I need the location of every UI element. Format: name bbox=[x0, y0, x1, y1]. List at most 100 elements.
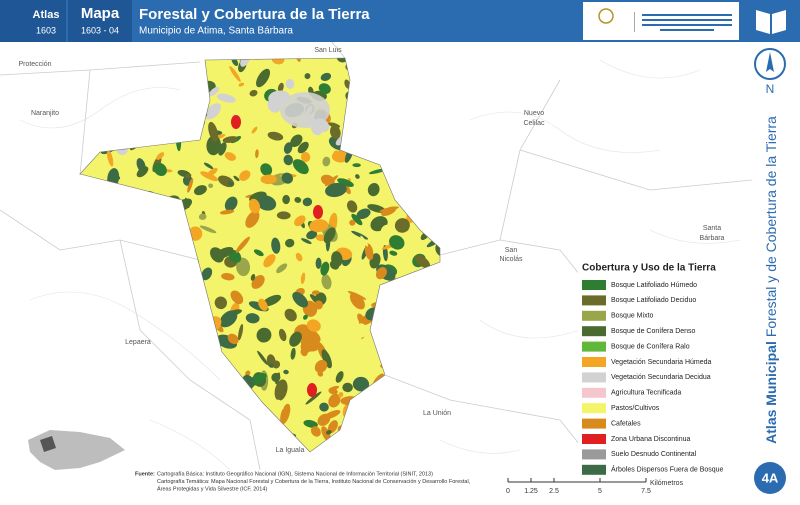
scale-tick-label: 7.5 bbox=[641, 488, 651, 495]
cover-patch bbox=[414, 254, 431, 269]
urban-patch bbox=[307, 383, 317, 397]
atlas-label: Atlas bbox=[33, 9, 60, 21]
cover-patch bbox=[367, 182, 380, 197]
cover-patch bbox=[271, 372, 281, 382]
place: Nuevo bbox=[524, 110, 544, 117]
logo-divider bbox=[634, 12, 635, 32]
cover-patch bbox=[256, 68, 271, 88]
cover-patch bbox=[230, 290, 244, 305]
cover-patch bbox=[281, 172, 293, 184]
side-title-rest: Forestal y de Cobertura de la Tierra bbox=[763, 116, 779, 337]
cover-patch bbox=[375, 267, 387, 280]
cover-patch bbox=[208, 121, 219, 142]
legend-swatch bbox=[582, 357, 606, 367]
cover-patch bbox=[294, 197, 302, 203]
cover-patch bbox=[238, 324, 244, 341]
cover-patch bbox=[290, 347, 296, 360]
cover-patch bbox=[239, 170, 251, 181]
cover-patch bbox=[290, 134, 303, 147]
cover-patch bbox=[379, 206, 399, 212]
cover-patch bbox=[330, 125, 341, 140]
cover-patch bbox=[354, 323, 368, 338]
north-label: N bbox=[766, 82, 775, 96]
place: Lepaera bbox=[125, 339, 151, 346]
place: San bbox=[505, 247, 518, 254]
cover-patch bbox=[346, 168, 356, 180]
cover-patch bbox=[300, 339, 313, 353]
source-line: Cartografía Temática: Mapa Nacional Fore… bbox=[157, 479, 471, 485]
cover-patch bbox=[187, 178, 194, 193]
cover-patch bbox=[289, 331, 302, 347]
cover-patch bbox=[227, 333, 239, 345]
cover-patch bbox=[314, 359, 328, 373]
cover-patch bbox=[291, 209, 303, 218]
place: La Iguala bbox=[276, 447, 305, 454]
source-label: Fuente: bbox=[135, 471, 155, 477]
cover-patch bbox=[300, 272, 306, 285]
legend-label: Bosque Latifoliado Húmedo bbox=[611, 282, 697, 289]
legend-swatch bbox=[582, 449, 606, 460]
cover-patch bbox=[273, 399, 285, 411]
cover-patch bbox=[300, 151, 311, 163]
cover-patch bbox=[106, 149, 114, 167]
cover-patch bbox=[199, 225, 217, 234]
legend-label: Agricultura Tecnificada bbox=[611, 390, 681, 397]
cover-patch bbox=[328, 393, 341, 408]
cover-patch bbox=[219, 209, 235, 215]
atlas-box bbox=[0, 0, 66, 42]
place: La Unión bbox=[423, 410, 451, 417]
cover-patch bbox=[245, 370, 251, 377]
side-title-bold: Atlas Municipal bbox=[763, 341, 779, 444]
bare-patch bbox=[280, 92, 330, 128]
legend-swatch bbox=[582, 310, 606, 321]
cover-patch bbox=[251, 126, 258, 134]
cover-patch bbox=[335, 371, 344, 383]
atlas-code: 1603 bbox=[36, 25, 56, 35]
place-labels: Protección San Luis Naranjito Nuevo Celi… bbox=[18, 47, 724, 454]
cover-patch bbox=[248, 198, 261, 214]
cover-patch bbox=[285, 78, 295, 89]
cover-patch bbox=[364, 243, 374, 261]
legend-swatch bbox=[582, 326, 606, 337]
cover-patch bbox=[318, 65, 327, 72]
cover-patch bbox=[320, 261, 330, 276]
cover-patch bbox=[394, 218, 410, 233]
legend-swatch bbox=[582, 341, 606, 352]
cover-patch bbox=[356, 208, 371, 220]
cover-patch bbox=[260, 163, 273, 176]
cover-patch bbox=[235, 236, 250, 253]
cover-patch bbox=[219, 310, 238, 328]
cover-patch bbox=[208, 183, 214, 189]
legend-label: Pastos/Cultivos bbox=[611, 405, 660, 412]
cover-patch bbox=[214, 246, 234, 259]
cover-patch bbox=[282, 194, 290, 205]
legend-title: Cobertura y Uso de la Tierra bbox=[582, 263, 716, 274]
cover-patch bbox=[271, 58, 285, 65]
legend-label: Cafetales bbox=[611, 420, 641, 427]
cover-patch bbox=[352, 376, 370, 392]
municipality-outline bbox=[79, 57, 441, 453]
cover-patch bbox=[198, 213, 207, 220]
cover-patch bbox=[315, 234, 326, 242]
cover-patch bbox=[327, 420, 338, 434]
cover-patch bbox=[208, 86, 220, 97]
locator-map bbox=[28, 430, 125, 470]
cover-patch bbox=[303, 314, 308, 320]
cover-patch bbox=[311, 290, 320, 295]
cover-patch bbox=[306, 319, 321, 332]
cover-patch bbox=[260, 174, 277, 185]
cover-patch bbox=[276, 211, 291, 220]
cover-patch bbox=[325, 430, 332, 435]
cover-patch bbox=[306, 230, 318, 240]
cover-patch bbox=[267, 131, 284, 141]
cover-patch bbox=[369, 168, 386, 175]
cover-patch bbox=[303, 419, 318, 428]
cover-patch bbox=[292, 159, 309, 175]
source-line: Áreas Protegidas y Vida Silvestre (ICF, … bbox=[157, 485, 267, 492]
cover-patch bbox=[294, 215, 306, 227]
place: San Luis bbox=[314, 47, 342, 54]
legend-label: Bosque Latifoliado Deciduo bbox=[611, 297, 696, 304]
cover-patch bbox=[297, 141, 309, 154]
legend-swatch bbox=[582, 387, 606, 398]
legend-label: Suelo Desnudo Continental bbox=[611, 451, 697, 458]
